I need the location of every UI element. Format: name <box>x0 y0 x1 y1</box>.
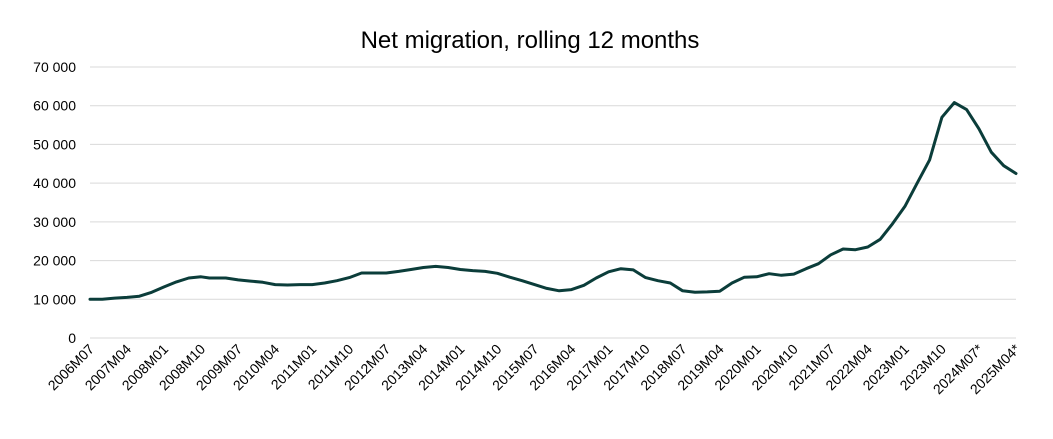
y-tick-label: 30 000 <box>33 214 76 230</box>
x-axis: 2006M072007M042008M012008M102009M072010M… <box>45 340 1024 397</box>
y-tick-label: 10 000 <box>33 291 76 307</box>
chart-title: Net migration, rolling 12 months <box>361 27 700 54</box>
plot-area <box>88 101 1018 301</box>
y-axis: 0 10 000 20 000 30 000 40 000 50 000 60 000 70 … <box>33 59 76 346</box>
y-tick-label: 70 000 <box>33 59 76 75</box>
y-tick-label: 20 000 <box>33 253 76 269</box>
series-line <box>88 101 1018 301</box>
grid-layer <box>90 66 1016 339</box>
y-tick-label: 40 000 <box>33 175 76 191</box>
y-tick-label: 60 000 <box>33 98 76 114</box>
y-tick-label: 0 <box>68 330 76 346</box>
y-tick-label: 50 000 <box>33 136 76 152</box>
